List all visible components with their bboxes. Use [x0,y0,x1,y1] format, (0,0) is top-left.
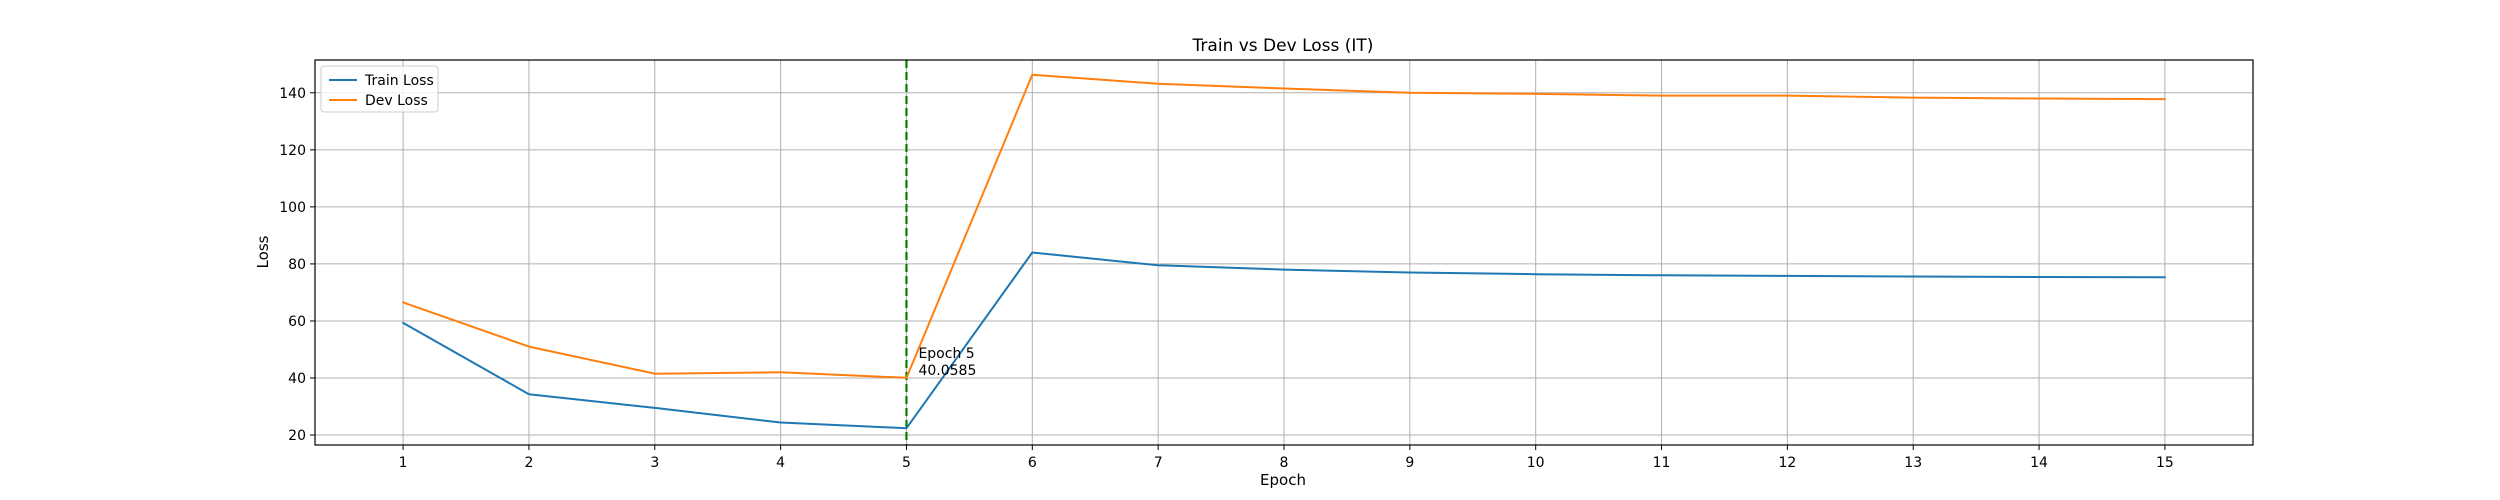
x-tick-label: 9 [1405,455,1414,471]
y-tick-label: 20 [288,428,306,444]
chart-title: Train vs Dev Loss (IT) [1192,36,1374,56]
legend: Train Loss Dev Loss [320,65,439,113]
series-layer [402,73,2166,430]
x-tick-label: 3 [650,455,659,471]
x-tick-label: 10 [1527,455,1545,471]
x-tick-label: 5 [902,455,911,471]
x-tick-label: 14 [2030,455,2048,471]
legend-label-dev-loss: Dev Loss [365,93,428,109]
x-tick-label: 7 [1154,455,1163,471]
x-axis-label: Epoch [1260,471,1306,489]
y-tick-label: 140 [279,86,306,102]
x-tick-label: 11 [1653,455,1671,471]
grid-lines [315,60,2253,445]
y-tick-label: 60 [288,314,306,330]
y-tick-label: 40 [288,371,306,387]
x-tick-label: 2 [524,455,533,471]
x-tick-label: 4 [776,455,785,471]
y-tick-label: 100 [279,200,306,216]
annotation: Epoch 5 40.0585 [918,346,976,379]
x-tick-label: 1 [399,455,408,471]
y-tick-label: 80 [288,257,306,273]
x-tick-label: 15 [2156,455,2174,471]
annotation-epoch-label: Epoch 5 [918,346,974,362]
x-tick-label: 8 [1280,455,1289,471]
legend-label-train-loss: Train Loss [364,73,434,89]
y-tick-label: 120 [279,143,306,159]
y-axis-label: Loss [254,235,272,268]
series-line-dev-loss [402,73,2166,379]
x-tick-label: 6 [1028,455,1037,471]
x-tick-label: 13 [1904,455,1922,471]
annotation-value-label: 40.0585 [918,363,976,379]
x-tick-label: 12 [1778,455,1796,471]
series-line-train-loss [402,251,2166,430]
